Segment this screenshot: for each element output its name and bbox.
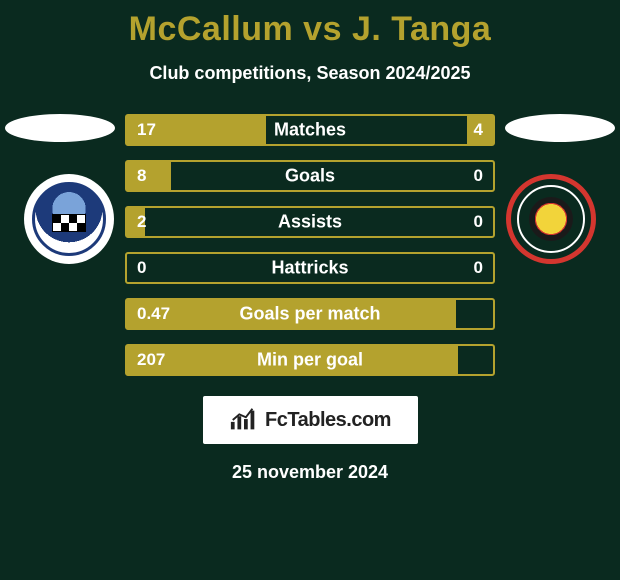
stat-value-right: 0 (474, 166, 483, 186)
club-logo-right (506, 174, 596, 264)
player-ellipse-right (505, 114, 615, 142)
stat-label: Matches (274, 120, 346, 141)
stat-label: Min per goal (257, 350, 363, 371)
stat-value-left: 207 (137, 350, 165, 370)
stat-value-right: 4 (474, 120, 483, 140)
stat-label: Goals (285, 166, 335, 187)
player-ellipse-left (5, 114, 115, 142)
stats-area: 17 4 Matches 8 0 Goals 2 0 Assists 0 0 Hattricks 0.4… (0, 114, 620, 376)
stat-row: 0.47 Goals per match (125, 298, 495, 330)
stat-value-left: 0 (137, 258, 146, 278)
date-label: 25 november 2024 (0, 462, 620, 483)
stat-rows: 17 4 Matches 8 0 Goals 2 0 Assists 0 0 Hattricks 0.4… (125, 114, 495, 376)
ebbsfleet-crest-icon (506, 174, 596, 264)
subtitle: Club competitions, Season 2024/2025 (0, 63, 620, 84)
stat-value-right: 0 (474, 258, 483, 278)
stat-label: Goals per match (239, 304, 380, 325)
stat-value-left: 0.47 (137, 304, 170, 324)
bar-chart-icon (229, 408, 259, 432)
brand-name: FcTables.com (265, 409, 391, 432)
stat-row: 8 0 Goals (125, 160, 495, 192)
eastleigh-crest-icon (24, 174, 114, 264)
club-logo-left (24, 174, 114, 264)
stat-value-left: 17 (137, 120, 156, 140)
stat-row: 17 4 Matches (125, 114, 495, 146)
stat-bar-left (127, 162, 171, 190)
stat-label: Hattricks (271, 258, 348, 279)
stat-row: 2 0 Assists (125, 206, 495, 238)
stat-row: 207 Min per goal (125, 344, 495, 376)
stat-row: 0 0 Hattricks (125, 252, 495, 284)
stat-label: Assists (278, 212, 342, 233)
brand-badge: FcTables.com (203, 396, 418, 444)
stat-value-right: 0 (474, 212, 483, 232)
stat-value-left: 2 (137, 212, 146, 232)
stat-value-left: 8 (137, 166, 146, 186)
page-title: McCallum vs J. Tanga (0, 0, 620, 49)
